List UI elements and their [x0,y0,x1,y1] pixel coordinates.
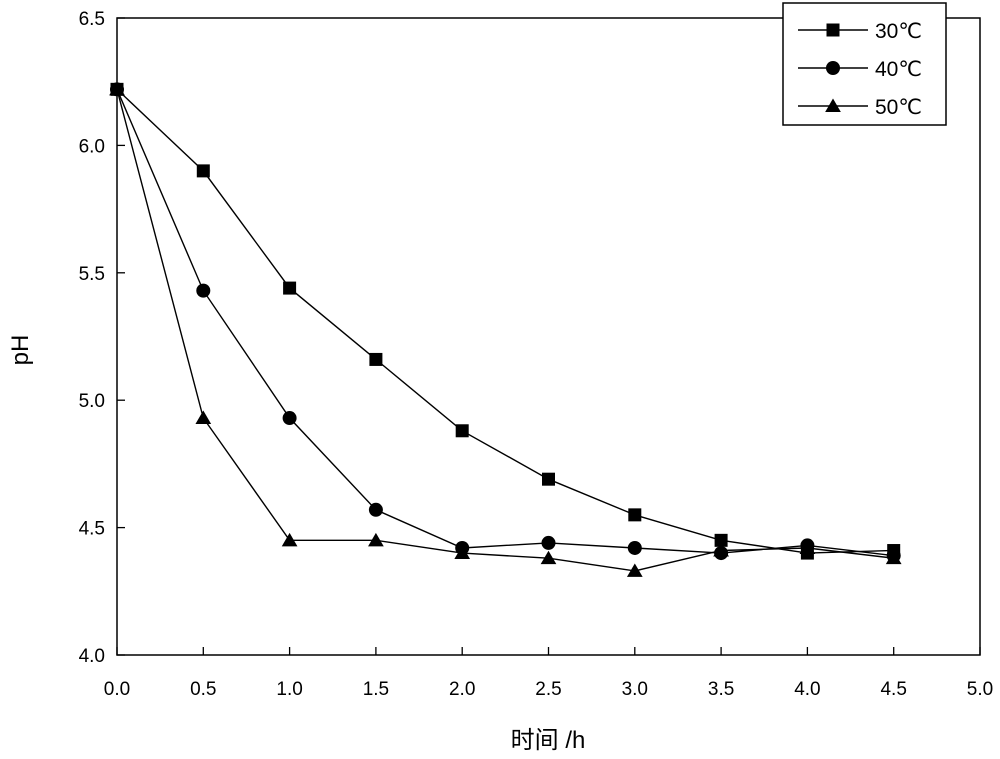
data-point [628,508,642,522]
x-tick-label: 2.0 [449,679,475,700]
x-tick-label: 2.5 [535,679,561,700]
x-tick-label: 4.5 [880,679,906,700]
x-tick-label: 5.0 [967,679,993,700]
series-line [116,88,894,554]
y-tick-label: 6.5 [79,9,105,30]
legend-marker [825,98,841,112]
legend-label: 50℃ [875,96,922,119]
data-point [627,540,642,555]
x-tick-label: 3.0 [622,679,648,700]
data-point [368,502,383,517]
y-axis-title: pH [7,335,34,366]
series-group [109,81,902,577]
y-tick-label: 5.5 [79,264,105,285]
data-point [542,472,555,486]
series-line [116,89,894,572]
x-tick-label: 0.0 [104,679,130,700]
data-point [455,424,469,438]
series-circle [110,82,901,563]
x-tick-label: 3.5 [708,679,734,700]
series-square [110,82,901,560]
legend-label: 30℃ [875,20,922,43]
legend-marker [826,23,840,37]
y-tick-label: 6.0 [79,136,105,157]
y-tick-label: 5.0 [79,391,105,412]
data-point [109,81,125,96]
data-point [626,563,643,577]
data-point [281,532,298,547]
data-point [885,550,902,565]
data-point [540,550,557,565]
y-tick-label: 4.0 [79,646,105,667]
data-point [541,535,556,550]
data-point [369,352,383,366]
data-point [799,540,816,554]
legend: 30℃ 40℃ 50℃ [782,2,947,126]
x-tick-label: 1.0 [276,679,302,700]
data-point [368,532,384,547]
data-point [283,281,297,295]
x-tick-label: 0.5 [190,679,216,700]
data-point [282,411,297,426]
data-point [196,283,211,298]
legend-marker [826,61,840,75]
data-point [195,410,212,425]
data-point [454,545,471,560]
axis-ticks: 0.0 0.5 1.0 1.5 2.0 2.5 3.0 3.5 4.0 4.5 5.0 4.0 4.5 5… [79,9,994,700]
data-point [714,533,728,547]
x-axis-title: 时间 /h [511,727,586,754]
y-tick-label: 4.5 [79,519,105,540]
data-point [713,543,729,557]
series-line [116,89,894,557]
legend-label: 40℃ [875,58,922,81]
x-tick-label: 4.0 [794,679,820,700]
data-point [196,164,210,178]
x-tick-label: 1.5 [363,679,389,700]
legend-box [782,2,947,126]
series-triangle [109,81,902,577]
